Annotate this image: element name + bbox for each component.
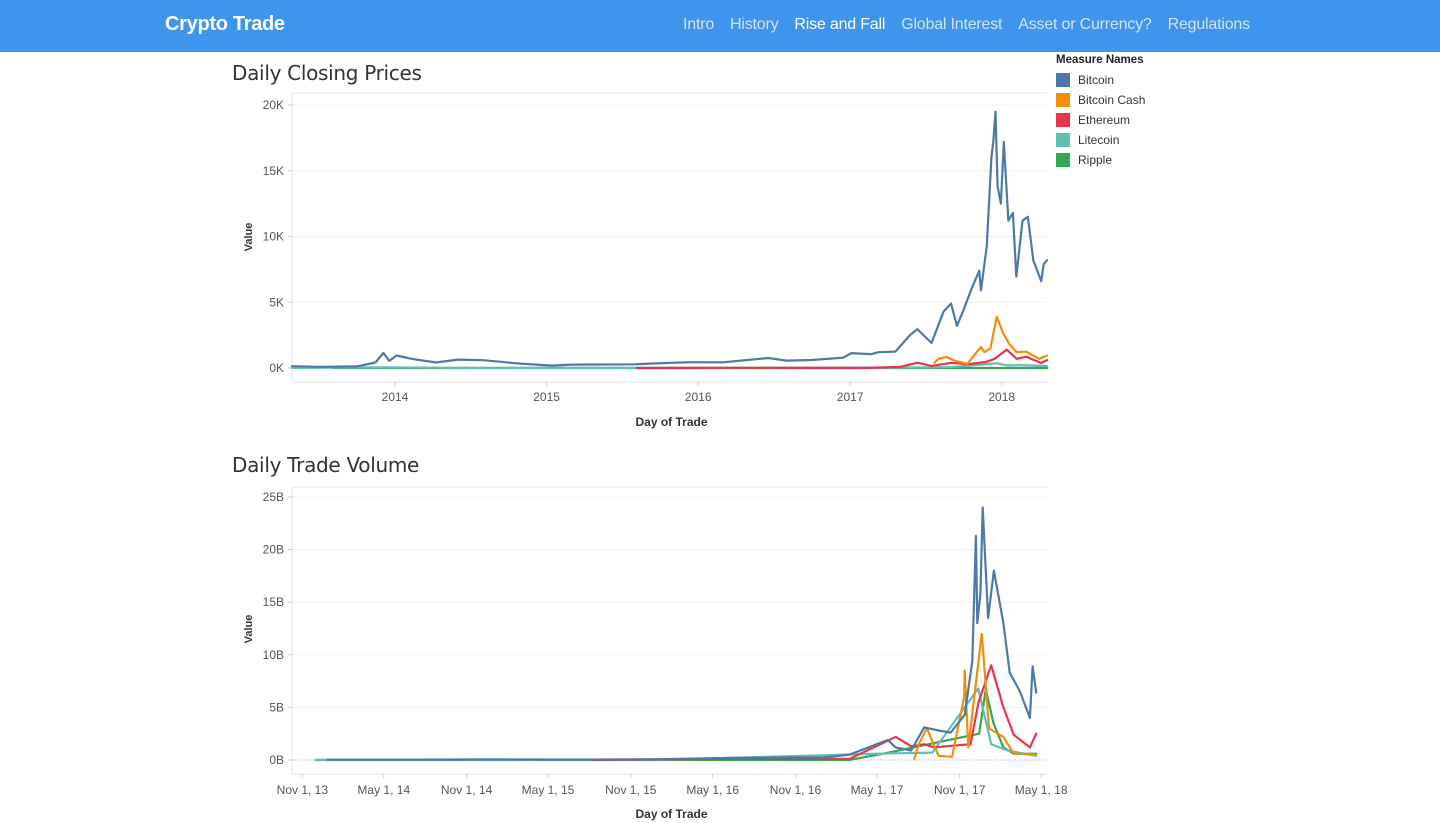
closing-prices-x-tick-label: 2014 — [382, 390, 409, 404]
closing-prices-series-line-bitcoin-cash — [933, 315, 1049, 365]
closing-prices-y-tick-label: 20K — [263, 98, 284, 112]
trade-volume-x-tick-label: Nov 1, 14 — [441, 783, 493, 797]
closing-prices-x-axis-label: Day of Trade — [635, 415, 707, 429]
legend-swatch-ethereum — [1056, 113, 1070, 127]
trade-volume-series-line-bitcoin — [326, 506, 1038, 761]
closing-prices-y-axis-label: Value — [243, 223, 255, 252]
legend-item-litecoin[interactable]: Litecoin — [1056, 130, 1145, 150]
chart-title-closing-prices: Daily Closing Prices — [232, 61, 422, 85]
trade-volume-x-tick-label: May 1, 14 — [357, 783, 410, 797]
trade-volume-x-tick-label: May 1, 15 — [522, 783, 575, 797]
trade-volume-series-line-bitcoin-cash — [913, 632, 1038, 761]
closing-prices-y-tick-label: 15K — [263, 164, 284, 178]
trade-volume-x-axis-label: Day of Trade — [635, 807, 707, 821]
closing-prices-x-tick-label: 2017 — [837, 390, 864, 404]
trade-volume-y-axis-label: Value — [243, 615, 255, 644]
chart-title-trade-volume: Daily Trade Volume — [232, 453, 420, 477]
navbar: Crypto Trade Intro History Rise and Fall… — [0, 0, 1440, 52]
trade-volume-x-tick-label: Nov 1, 13 — [277, 783, 329, 797]
legend-label-ethereum: Ethereum — [1078, 113, 1131, 127]
brand-link[interactable]: Crypto Trade — [165, 13, 285, 35]
trade-volume-y-tick-label: 15B — [263, 595, 284, 609]
nav-link-global-interest[interactable]: Global Interest — [901, 16, 1003, 33]
nav-menu: Intro History Rise and Fall Global Inter… — [683, 16, 1266, 34]
trade-volume-x-tick-label: Nov 1, 17 — [934, 783, 986, 797]
legend-label-bitcoin: Bitcoin — [1078, 73, 1115, 87]
legend-item-bitcoin-cash[interactable]: Bitcoin Cash — [1056, 90, 1145, 110]
legend-label-bitcoin-cash: Bitcoin Cash — [1078, 93, 1146, 107]
nav-link-history[interactable]: History — [730, 16, 779, 33]
legend-label-litecoin: Litecoin — [1078, 133, 1120, 147]
trade-volume-x-tick-label: Nov 1, 15 — [605, 783, 657, 797]
trade-volume-series-line-ripple — [314, 688, 1038, 762]
trade-volume-x-tick-label: May 1, 16 — [686, 783, 739, 797]
legend-swatch-bitcoin — [1056, 73, 1070, 87]
closing-prices-series-line-ethereum — [635, 348, 1049, 370]
trade-volume-x-tick-label: Nov 1, 16 — [770, 783, 822, 797]
trade-volume-series-line-ethereum — [590, 664, 1038, 762]
closing-prices-y-tick-label: 0K — [269, 361, 284, 375]
nav-link-asset-or-currency[interactable]: Asset or Currency? — [1018, 16, 1152, 33]
trade-volume-x-tick-label: May 1, 18 — [1015, 783, 1068, 797]
trade-volume-series-line-litecoin — [314, 687, 1038, 762]
legend-title: Measure Names — [1056, 54, 1144, 66]
trade-volume-y-tick-label: 20B — [263, 543, 284, 557]
legend-swatch-ripple — [1056, 153, 1070, 167]
trade-volume-y-tick-label: 25B — [263, 490, 284, 504]
closing-prices-y-tick-label: 10K — [263, 230, 284, 244]
legend-label-ripple: Ripple — [1078, 153, 1113, 167]
legend-swatch-litecoin — [1056, 133, 1070, 147]
trade-volume-y-tick-label: 10B — [263, 648, 284, 662]
closing-prices-x-tick-label: 2015 — [533, 390, 560, 404]
closing-prices-series-line-litecoin — [290, 362, 1049, 369]
closing-prices-x-tick-label: 2018 — [988, 390, 1015, 404]
legend-item-ripple[interactable]: Ripple — [1056, 150, 1145, 170]
closing-prices-series-line-bitcoin — [290, 110, 1049, 368]
trade-volume-x-tick-label: May 1, 17 — [851, 783, 904, 797]
nav-link-regulations[interactable]: Regulations — [1167, 16, 1251, 33]
legend-swatch-bitcoin-cash — [1056, 93, 1070, 107]
nav-link-rise-and-fall[interactable]: Rise and Fall — [794, 16, 886, 33]
legend-item-ethereum[interactable]: Ethereum — [1056, 110, 1145, 130]
closing-prices-x-tick-label: 2016 — [685, 390, 712, 404]
trade-volume-y-tick-label: 5B — [269, 700, 284, 714]
legend-item-bitcoin[interactable]: Bitcoin — [1056, 70, 1145, 90]
legend: Measure Names Bitcoin Bitcoin Cash Ether… — [1056, 54, 1145, 170]
trade-volume-y-tick-label: 0B — [269, 753, 284, 767]
closing-prices-y-tick-label: 5K — [269, 295, 284, 309]
nav-link-intro[interactable]: Intro — [683, 16, 715, 33]
